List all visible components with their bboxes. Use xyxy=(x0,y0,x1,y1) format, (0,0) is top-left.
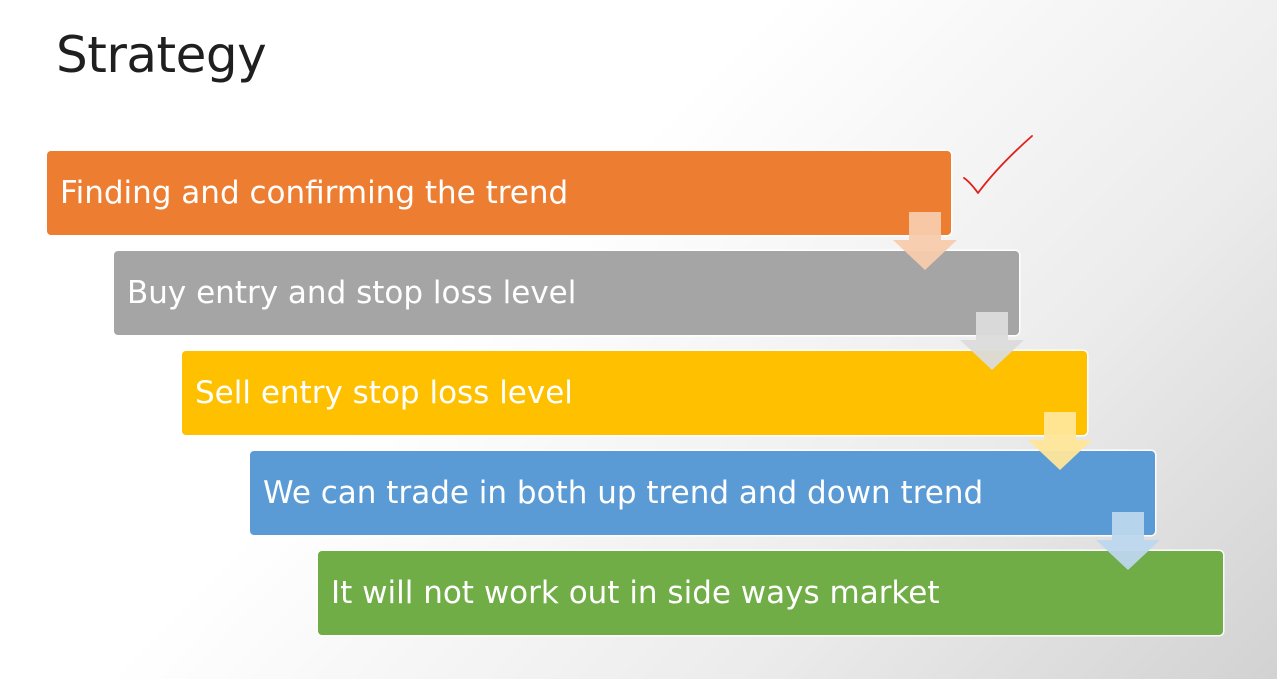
step-5-box: It will not work out in side ways market xyxy=(318,551,1223,635)
step-2-box: Buy entry and stop loss level xyxy=(114,251,1019,335)
step-4-label: We can trade in both up trend and down t… xyxy=(263,475,984,511)
step-2-label: Buy entry and stop loss level xyxy=(127,275,577,311)
step-1-box: Finding and confirming the trend xyxy=(47,151,951,235)
check-icon xyxy=(963,135,1033,194)
step-1-label: Finding and confirming the trend xyxy=(60,175,569,211)
slide-title: Strategy xyxy=(56,26,267,84)
step-3-label: Sell entry stop loss level xyxy=(195,375,573,411)
step-4-to-5-arrow-icon xyxy=(1096,512,1160,570)
step-3-box: Sell entry stop loss level xyxy=(182,351,1087,435)
step-4-box: We can trade in both up trend and down t… xyxy=(250,451,1155,535)
step-3-to-4-arrow-icon xyxy=(1028,412,1092,470)
step-1-to-2-arrow-icon xyxy=(893,212,957,270)
step-2-to-3-arrow-icon xyxy=(960,312,1024,370)
step-5-label: It will not work out in side ways market xyxy=(331,575,940,611)
